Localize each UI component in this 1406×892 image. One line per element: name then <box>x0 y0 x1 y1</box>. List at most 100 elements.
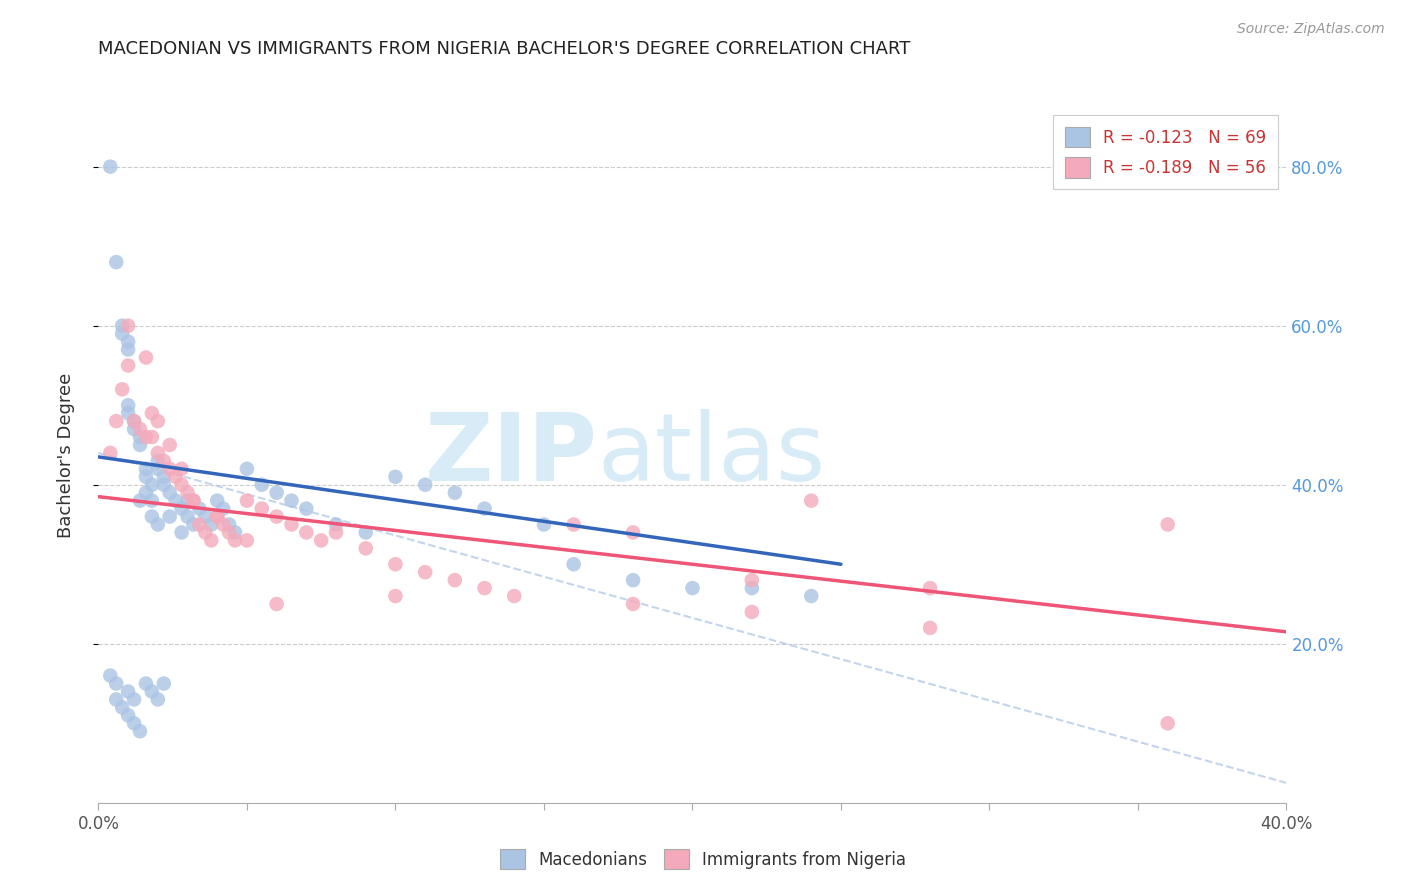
Point <box>741 581 763 595</box>
Point <box>122 716 145 731</box>
Point <box>183 493 205 508</box>
Point <box>188 517 211 532</box>
Text: atlas: atlas <box>598 409 825 501</box>
Point <box>129 493 152 508</box>
Point <box>194 525 217 540</box>
Point <box>111 382 134 396</box>
Point <box>159 509 181 524</box>
Point <box>117 318 139 333</box>
Point <box>266 485 288 500</box>
Point <box>129 422 152 436</box>
Point <box>176 485 198 500</box>
Point <box>146 446 169 460</box>
Point <box>159 462 181 476</box>
Point <box>129 724 152 739</box>
Point <box>474 501 496 516</box>
Point <box>146 692 169 706</box>
Point <box>170 477 193 491</box>
Point <box>413 565 436 579</box>
Point <box>533 517 555 532</box>
Point <box>141 509 163 524</box>
Point <box>122 414 145 428</box>
Point <box>384 558 406 572</box>
Point <box>141 684 163 698</box>
Point <box>135 485 157 500</box>
Point <box>176 509 198 524</box>
Point <box>122 422 145 436</box>
Point <box>200 533 222 548</box>
Point <box>183 517 205 532</box>
Point <box>194 509 217 524</box>
Point <box>117 343 139 357</box>
Point <box>152 676 174 690</box>
Point <box>682 581 704 595</box>
Point <box>146 414 169 428</box>
Point <box>117 406 139 420</box>
Point <box>122 414 145 428</box>
Point <box>741 605 763 619</box>
Point <box>117 359 139 373</box>
Point <box>165 493 187 508</box>
Y-axis label: Bachelor's Degree: Bachelor's Degree <box>56 372 75 538</box>
Point <box>354 525 377 540</box>
Point <box>105 676 128 690</box>
Point <box>443 485 465 500</box>
Point <box>250 501 273 516</box>
Point <box>800 493 823 508</box>
Point <box>621 597 644 611</box>
Point <box>236 533 259 548</box>
Point <box>266 597 288 611</box>
Point <box>146 462 169 476</box>
Point <box>212 517 235 532</box>
Point <box>135 676 157 690</box>
Point <box>384 470 406 484</box>
Point <box>212 501 235 516</box>
Point <box>325 525 347 540</box>
Point <box>224 533 246 548</box>
Point <box>741 573 763 587</box>
Point <box>141 406 163 420</box>
Point <box>141 477 163 491</box>
Point <box>384 589 406 603</box>
Point <box>503 589 526 603</box>
Point <box>280 517 302 532</box>
Point <box>218 525 240 540</box>
Point <box>146 517 169 532</box>
Point <box>325 517 347 532</box>
Point <box>152 454 174 468</box>
Point <box>183 493 205 508</box>
Point <box>159 438 181 452</box>
Point <box>98 160 121 174</box>
Point <box>170 501 193 516</box>
Point <box>117 708 139 723</box>
Point <box>117 334 139 349</box>
Point <box>135 470 157 484</box>
Point <box>1156 517 1178 532</box>
Point <box>207 493 229 508</box>
Text: MACEDONIAN VS IMMIGRANTS FROM NIGERIA BACHELOR'S DEGREE CORRELATION CHART: MACEDONIAN VS IMMIGRANTS FROM NIGERIA BA… <box>98 40 911 58</box>
Point <box>621 573 644 587</box>
Point <box>117 684 139 698</box>
Point <box>295 525 318 540</box>
Point <box>170 462 193 476</box>
Point <box>250 477 273 491</box>
Point <box>562 517 585 532</box>
Point <box>105 414 128 428</box>
Point <box>920 581 942 595</box>
Point <box>98 668 121 682</box>
Point <box>920 621 942 635</box>
Point <box>141 430 163 444</box>
Text: Source: ZipAtlas.com: Source: ZipAtlas.com <box>1237 22 1385 37</box>
Point <box>141 493 163 508</box>
Point <box>474 581 496 595</box>
Point <box>105 692 128 706</box>
Point <box>224 525 246 540</box>
Point <box>207 509 229 524</box>
Point <box>621 525 644 540</box>
Point <box>1156 716 1178 731</box>
Point <box>129 430 152 444</box>
Point <box>105 255 128 269</box>
Legend: R = -0.123   N = 69, R = -0.189   N = 56: R = -0.123 N = 69, R = -0.189 N = 56 <box>1053 115 1278 189</box>
Point <box>122 692 145 706</box>
Point <box>111 700 134 714</box>
